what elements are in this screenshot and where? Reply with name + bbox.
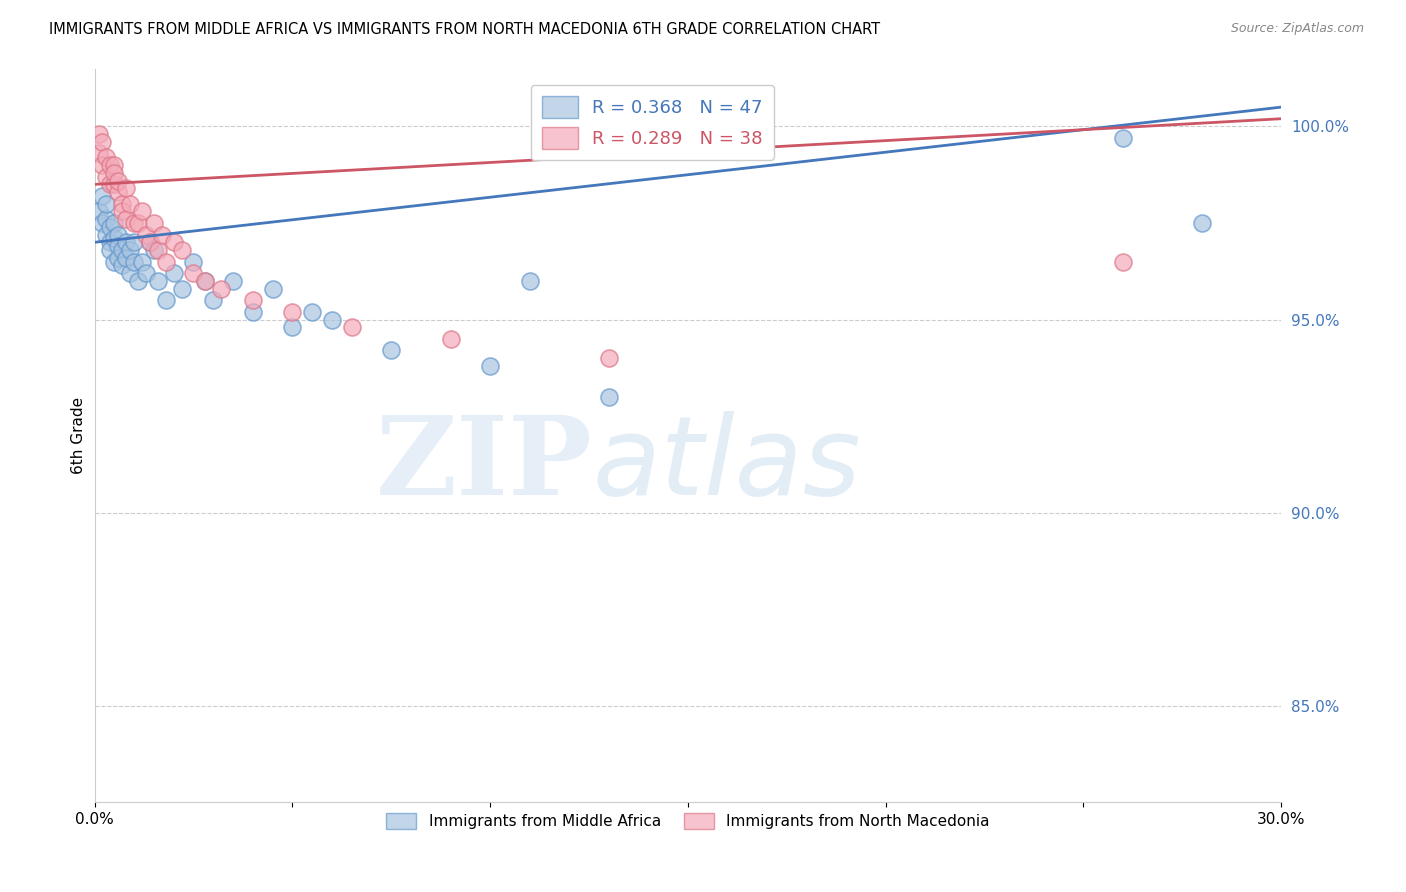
Point: [115, 251, 138, 265]
Point: [100, 219, 122, 234]
Point: [115, 212, 138, 227]
Point: [115, 235, 138, 250]
Point: [479, 359, 502, 373]
Point: [150, 227, 173, 242]
Point: [111, 243, 134, 257]
Point: [262, 282, 284, 296]
Point: [122, 216, 145, 230]
Point: [163, 235, 186, 250]
Point: [103, 178, 125, 192]
Point: [135, 266, 157, 280]
Point: [91, 135, 114, 149]
Point: [242, 293, 264, 308]
Point: [194, 274, 217, 288]
Point: [103, 158, 125, 172]
Point: [111, 196, 134, 211]
Point: [281, 305, 304, 319]
Point: [107, 239, 129, 253]
Point: [281, 320, 304, 334]
Point: [146, 243, 169, 257]
Point: [139, 235, 162, 250]
Point: [163, 266, 186, 280]
Point: [183, 254, 205, 268]
Point: [170, 282, 193, 296]
Point: [96, 169, 118, 184]
Point: [155, 254, 177, 268]
Point: [91, 158, 114, 172]
Text: Source: ZipAtlas.com: Source: ZipAtlas.com: [1230, 22, 1364, 36]
Point: [127, 274, 149, 288]
Point: [183, 266, 205, 280]
Point: [122, 235, 145, 250]
Point: [127, 216, 149, 230]
Point: [301, 305, 323, 319]
Point: [170, 243, 193, 257]
Point: [100, 178, 122, 192]
Point: [202, 293, 225, 308]
Point: [135, 227, 157, 242]
Point: [1191, 216, 1213, 230]
Point: [380, 343, 402, 358]
Point: [146, 274, 169, 288]
Point: [598, 390, 620, 404]
Point: [120, 243, 142, 257]
Point: [209, 282, 232, 296]
Point: [96, 150, 118, 164]
Point: [107, 227, 129, 242]
Text: IMMIGRANTS FROM MIDDLE AFRICA VS IMMIGRANTS FROM NORTH MACEDONIA 6TH GRADE CORRE: IMMIGRANTS FROM MIDDLE AFRICA VS IMMIGRA…: [49, 22, 880, 37]
Point: [91, 189, 114, 203]
Point: [107, 185, 129, 199]
Point: [100, 158, 122, 172]
Point: [439, 332, 461, 346]
Point: [96, 212, 118, 227]
Point: [131, 204, 153, 219]
Point: [131, 254, 153, 268]
Point: [87, 204, 110, 219]
Point: [598, 351, 620, 366]
Point: [115, 181, 138, 195]
Point: [155, 293, 177, 308]
Point: [1112, 254, 1135, 268]
Text: ZIP: ZIP: [377, 411, 593, 518]
Point: [103, 231, 125, 245]
Point: [519, 274, 541, 288]
Text: atlas: atlas: [593, 411, 862, 518]
Point: [321, 312, 343, 326]
Point: [96, 227, 118, 242]
Point: [142, 216, 165, 230]
Point: [103, 166, 125, 180]
Legend: Immigrants from Middle Africa, Immigrants from North Macedonia: Immigrants from Middle Africa, Immigrant…: [380, 806, 995, 835]
Point: [120, 196, 142, 211]
Point: [139, 235, 162, 250]
Point: [103, 216, 125, 230]
Point: [107, 251, 129, 265]
Point: [111, 204, 134, 219]
Point: [87, 127, 110, 141]
Point: [194, 274, 217, 288]
Point: [96, 196, 118, 211]
Point: [142, 243, 165, 257]
Point: [87, 146, 110, 161]
Point: [91, 216, 114, 230]
Point: [122, 254, 145, 268]
Point: [111, 259, 134, 273]
Point: [222, 274, 245, 288]
Point: [100, 243, 122, 257]
Point: [107, 173, 129, 187]
Point: [340, 320, 363, 334]
Y-axis label: 6th Grade: 6th Grade: [72, 397, 86, 474]
Point: [103, 254, 125, 268]
Point: [100, 235, 122, 250]
Point: [242, 305, 264, 319]
Point: [120, 266, 142, 280]
Point: [1112, 131, 1135, 145]
